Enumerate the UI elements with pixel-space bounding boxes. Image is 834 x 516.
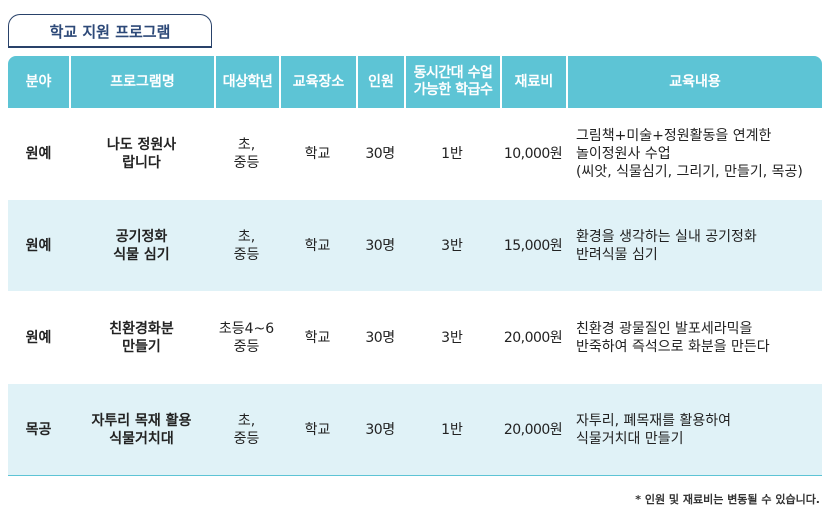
content-line: 그림책+미술+정원활동을 연계한 bbox=[576, 127, 772, 144]
content-line: (씨앗, 식물심기, 그리기, 만들기, 목공) bbox=[576, 163, 803, 180]
cell-classes: 3반 bbox=[404, 200, 500, 292]
cell-target: 초, 중등 bbox=[214, 200, 279, 292]
table-row: 목공 자투리 목재 활용 식물거치대 초, 중등 학교 30명 1반 20,00… bbox=[8, 384, 822, 476]
cell-content: 친환경 광물질인 발포세라믹을 반죽하여 즉석으로 화분을 만든다 bbox=[566, 292, 822, 384]
cell-people: 30명 bbox=[356, 384, 404, 476]
header-program: 프로그램명 bbox=[69, 56, 214, 108]
cell-field: 원예 bbox=[8, 200, 69, 292]
program-line: 나도 정원사 bbox=[106, 136, 177, 153]
cell-place: 학교 bbox=[279, 108, 356, 200]
header-content: 교육내용 bbox=[566, 56, 822, 108]
program-line: 랍니다 bbox=[122, 154, 161, 171]
cell-people: 30명 bbox=[356, 108, 404, 200]
header-classes-line1: 동시간대 수업 bbox=[413, 65, 493, 81]
target-line: 중등 bbox=[233, 338, 260, 355]
cell-program: 자투리 목재 활용 식물거치대 bbox=[69, 384, 214, 476]
content-line: 놀이정원사 수업 bbox=[576, 145, 671, 162]
cell-target: 초, 중등 bbox=[214, 108, 279, 200]
target-line: 초, bbox=[237, 228, 256, 245]
table-row: 원예 친환경화분 만들기 초등4~6 중등 학교 30명 3반 20,000원 … bbox=[8, 292, 822, 384]
cell-classes: 3반 bbox=[404, 292, 500, 384]
cell-people: 30명 bbox=[356, 200, 404, 292]
cell-fee: 10,000원 bbox=[500, 108, 566, 200]
program-table: 분야 프로그램명 대상학년 교육장소 인원 동시간대 수업 가능한 학급수 재료… bbox=[8, 56, 822, 476]
program-line: 친환경화분 bbox=[109, 320, 174, 337]
cell-place: 학교 bbox=[279, 292, 356, 384]
table-row: 원예 나도 정원사 랍니다 초, 중등 학교 30명 1반 10,000원 그림… bbox=[8, 108, 822, 200]
program-line: 만들기 bbox=[122, 338, 161, 355]
section-title: 학교 지원 프로그램 bbox=[49, 22, 171, 41]
program-line: 식물 심기 bbox=[113, 246, 170, 263]
cell-content: 그림책+미술+정원활동을 연계한 놀이정원사 수업 (씨앗, 식물심기, 그리기… bbox=[566, 108, 822, 200]
content-line: 반려식물 심기 bbox=[576, 246, 658, 263]
cell-target: 초, 중등 bbox=[214, 384, 279, 476]
cell-program: 공기정화 식물 심기 bbox=[69, 200, 214, 292]
cell-field: 원예 bbox=[8, 292, 69, 384]
cell-people: 30명 bbox=[356, 292, 404, 384]
table-header-row: 분야 프로그램명 대상학년 교육장소 인원 동시간대 수업 가능한 학급수 재료… bbox=[8, 56, 822, 108]
header-target: 대상학년 bbox=[214, 56, 279, 108]
cell-program: 나도 정원사 랍니다 bbox=[69, 108, 214, 200]
footnote: * 인원 및 재료비는 변동될 수 있습니다. bbox=[635, 493, 820, 506]
target-line: 중등 bbox=[233, 246, 260, 263]
cell-content: 자투리, 폐목재를 활용하여 식물거치대 만들기 bbox=[566, 384, 822, 476]
content-line: 반죽하여 즉석으로 화분을 만든다 bbox=[576, 338, 770, 355]
cell-field: 목공 bbox=[8, 384, 69, 476]
section-title-divider bbox=[8, 46, 212, 48]
target-line: 중등 bbox=[233, 430, 260, 447]
cell-fee: 20,000원 bbox=[500, 384, 566, 476]
header-people: 인원 bbox=[356, 56, 404, 108]
content-line: 친환경 광물질인 발포세라믹을 bbox=[576, 320, 753, 337]
header-classes: 동시간대 수업 가능한 학급수 bbox=[404, 56, 500, 108]
cell-fee: 15,000원 bbox=[500, 200, 566, 292]
cell-classes: 1반 bbox=[404, 108, 500, 200]
cell-fee: 20,000원 bbox=[500, 292, 566, 384]
target-line: 중등 bbox=[233, 154, 260, 171]
program-line: 공기정화 bbox=[115, 228, 168, 245]
program-line: 식물거치대 bbox=[109, 430, 174, 447]
cell-program: 친환경화분 만들기 bbox=[69, 292, 214, 384]
table-row: 원예 공기정화 식물 심기 초, 중등 학교 30명 3반 15,000원 환경… bbox=[8, 200, 822, 292]
cell-target: 초등4~6 중등 bbox=[214, 292, 279, 384]
cell-content: 환경을 생각하는 실내 공기정화 반려식물 심기 bbox=[566, 200, 822, 292]
program-line: 자투리 목재 활용 bbox=[91, 412, 192, 429]
cell-place: 학교 bbox=[279, 384, 356, 476]
header-field: 분야 bbox=[8, 56, 69, 108]
target-line: 초, bbox=[237, 412, 256, 429]
header-classes-line2: 가능한 학급수 bbox=[413, 82, 493, 98]
header-place: 교육장소 bbox=[279, 56, 356, 108]
cell-place: 학교 bbox=[279, 200, 356, 292]
content-line: 환경을 생각하는 실내 공기정화 bbox=[576, 228, 757, 245]
content-line: 자투리, 폐목재를 활용하여 bbox=[576, 412, 732, 429]
target-line: 초등4~6 bbox=[218, 320, 275, 337]
content-line: 식물거치대 만들기 bbox=[576, 430, 684, 447]
cell-classes: 1반 bbox=[404, 384, 500, 476]
header-fee: 재료비 bbox=[500, 56, 566, 108]
target-line: 초, bbox=[237, 136, 256, 153]
section-title-tab: 학교 지원 프로그램 bbox=[8, 14, 212, 47]
cell-field: 원예 bbox=[8, 108, 69, 200]
